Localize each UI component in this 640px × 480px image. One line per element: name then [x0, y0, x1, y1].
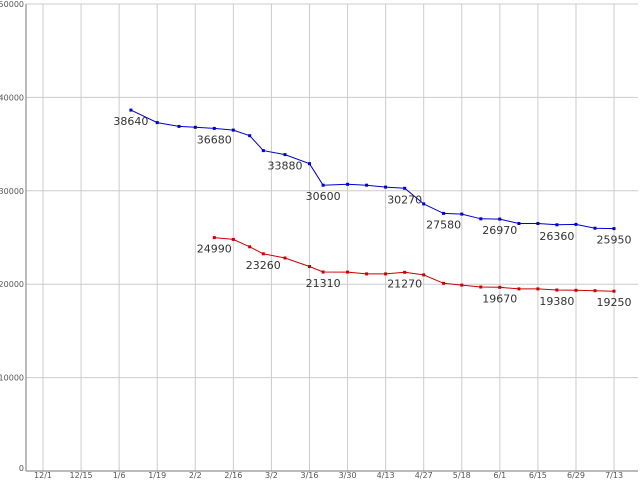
- data-point: [536, 287, 540, 291]
- x-tick-label: 1/6: [113, 471, 126, 480]
- data-point: [555, 288, 559, 292]
- x-tick-label: 3/30: [339, 471, 357, 480]
- y-tick-label: 10000: [0, 374, 24, 383]
- data-point: [517, 222, 521, 225]
- x-tick-label: 12/1: [34, 471, 52, 480]
- data-label: 23260: [246, 259, 281, 272]
- data-point: [555, 223, 559, 227]
- x-tick-label: 4/27: [415, 471, 433, 480]
- data-point: [212, 236, 216, 240]
- data-point: [612, 289, 616, 293]
- data-point: [155, 121, 159, 125]
- data-label: 33880: [268, 160, 303, 173]
- data-point: [422, 273, 426, 277]
- data-point: [384, 272, 388, 276]
- data-point: [498, 285, 502, 289]
- data-point: [212, 126, 216, 130]
- y-tick-label: 30000: [0, 187, 24, 196]
- data-point: [308, 162, 311, 166]
- data-point: [517, 287, 521, 291]
- x-tick-label: 5/18: [453, 471, 471, 480]
- data-label: 21310: [306, 277, 341, 290]
- data-point: [593, 289, 597, 293]
- data-point: [283, 256, 287, 260]
- data-point: [574, 222, 578, 226]
- data-label: 30270: [387, 193, 422, 206]
- data-label: 36680: [197, 133, 232, 146]
- x-tick-labels: 12/1 12/15 1/6 1/19 2/2 2/16 3/2 3/16 3/30 4/13 4/…: [34, 471, 623, 480]
- data-point: [422, 202, 426, 206]
- data-point: [460, 283, 464, 287]
- data-point: [442, 211, 446, 215]
- series: [129, 108, 616, 293]
- data-label: 26970: [482, 224, 517, 237]
- grid: [26, 3, 638, 471]
- x-tick-label: 2/2: [189, 471, 202, 480]
- x-tick-label: 7/13: [605, 471, 623, 480]
- data-labels: 38640 36680 33880 30600 30270 27580 26970 26360…: [113, 115, 631, 309]
- data-point: [442, 281, 446, 285]
- data-label: 25950: [597, 234, 632, 247]
- data-point: [231, 128, 235, 132]
- data-point: [129, 108, 133, 112]
- series-line-1: [214, 237, 615, 292]
- x-tick-label: 2/16: [224, 471, 242, 480]
- data-label: 38640: [113, 115, 148, 128]
- y-tick-labels: 0 10000 20000 30000 40000 50000: [0, 0, 24, 473]
- data-point: [193, 125, 197, 129]
- data-point: [593, 226, 597, 230]
- x-tick-label: 6/29: [567, 471, 585, 480]
- series-line-0: [130, 109, 615, 230]
- y-tick-label: 20000: [0, 280, 24, 289]
- data-point: [346, 182, 350, 186]
- data-label: 19250: [597, 296, 632, 309]
- data-point: [321, 270, 325, 274]
- x-tick-label: 6/1: [493, 471, 506, 480]
- data-label: 30600: [306, 190, 341, 203]
- data-point: [231, 237, 235, 241]
- data-point: [384, 185, 388, 189]
- x-tick-label: 3/16: [301, 471, 319, 480]
- x-tick-label: 3/2: [265, 471, 278, 480]
- data-point: [248, 134, 252, 138]
- data-point: [248, 245, 252, 249]
- data-point: [261, 252, 265, 256]
- data-point: [460, 212, 464, 216]
- y-tick-label: 0: [19, 464, 24, 473]
- data-point: [283, 153, 287, 157]
- x-tick-label: 12/15: [70, 471, 93, 480]
- data-point: [536, 222, 540, 225]
- x-tick-label: 6/15: [529, 471, 547, 480]
- data-point: [365, 183, 369, 187]
- data-point: [612, 227, 616, 231]
- data-label: 19670: [482, 292, 517, 305]
- data-point: [403, 270, 407, 274]
- data-point: [346, 270, 350, 274]
- data-point: [574, 288, 578, 292]
- data-point: [479, 217, 483, 221]
- data-label: 21270: [387, 277, 422, 290]
- data-point: [177, 124, 181, 128]
- data-point: [403, 186, 407, 190]
- y-tick-label: 50000: [0, 0, 24, 9]
- data-label: 26360: [539, 230, 574, 243]
- data-label: 27580: [426, 218, 461, 231]
- data-point: [261, 149, 265, 153]
- data-point: [498, 217, 502, 221]
- data-point: [321, 183, 325, 187]
- data-label: 24990: [197, 243, 232, 256]
- y-tick-label: 40000: [0, 93, 24, 102]
- data-point: [308, 265, 311, 268]
- axes: [25, 4, 638, 472]
- data-point: [365, 272, 369, 276]
- x-tick-label: 1/19: [148, 471, 166, 480]
- data-label: 19380: [539, 295, 574, 308]
- x-tick-label: 4/13: [377, 471, 395, 480]
- data-point: [479, 285, 483, 289]
